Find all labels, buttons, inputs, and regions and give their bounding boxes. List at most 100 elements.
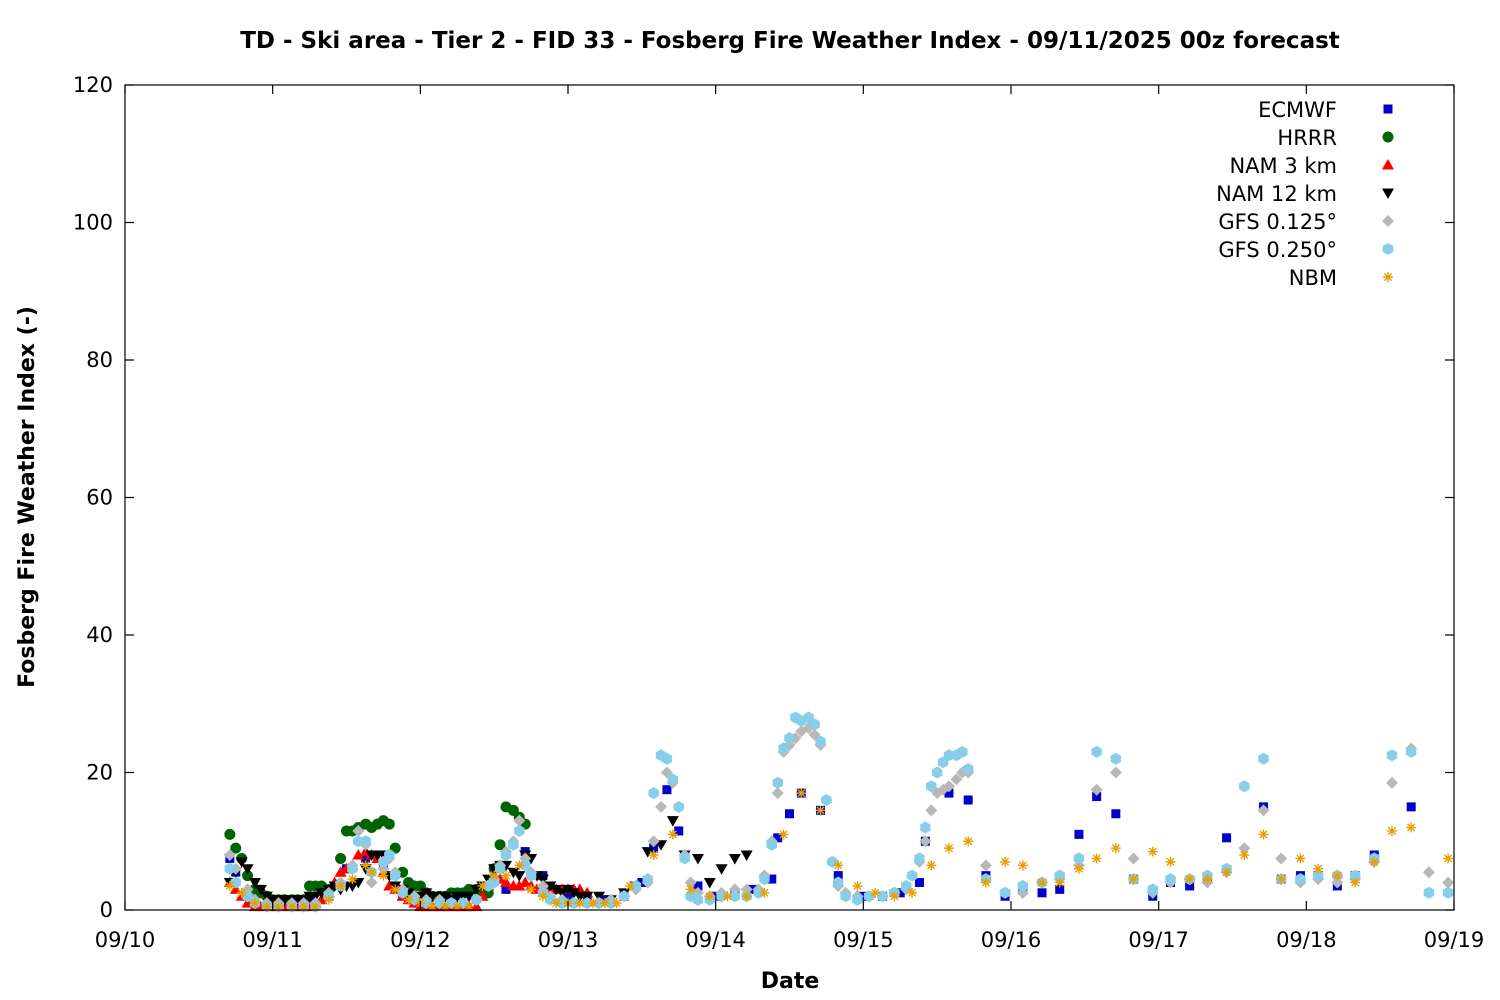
data-point [1147, 846, 1158, 857]
data-point [477, 880, 488, 891]
data-point [1295, 873, 1306, 886]
data-point [1111, 809, 1121, 819]
data-point [1406, 745, 1417, 758]
data-point [942, 780, 955, 793]
data-point [519, 876, 532, 887]
data-point [508, 838, 519, 851]
data-point [1275, 852, 1288, 865]
x-tick-label: 09/10 [95, 928, 156, 952]
data-point [728, 853, 741, 865]
data-point [722, 891, 733, 902]
data-point [383, 818, 395, 830]
data-point [649, 843, 659, 853]
data-point [906, 869, 918, 882]
data-point [1221, 867, 1232, 878]
data-point [833, 871, 843, 881]
y-tick-label: 100 [73, 211, 113, 235]
data-point [383, 879, 396, 891]
data-point [693, 881, 703, 891]
data-point [241, 864, 254, 875]
data-point [796, 788, 807, 799]
data-point [273, 901, 284, 912]
data-point [778, 829, 789, 840]
data-point [335, 880, 346, 891]
data-point [963, 836, 974, 847]
x-tick-label: 09/18 [1276, 928, 1337, 952]
data-point [648, 850, 659, 860]
data-point [1369, 856, 1380, 867]
data-point [759, 873, 770, 886]
data-point [999, 886, 1011, 899]
data-point [513, 871, 526, 882]
data-point [588, 898, 599, 909]
data-point [567, 888, 580, 899]
legend-marker [1382, 159, 1394, 170]
x-tick-label: 09/15 [833, 928, 894, 952]
data-point [500, 849, 512, 861]
data-point [574, 898, 585, 909]
data-point [741, 891, 752, 902]
data-point [950, 773, 963, 786]
data-point [439, 891, 452, 903]
data-point [248, 878, 261, 889]
x-tick-label: 09/13 [538, 928, 599, 952]
data-point [1332, 870, 1343, 881]
data-point [827, 855, 838, 868]
data-point [1127, 852, 1140, 865]
data-point [249, 898, 260, 909]
legend: ECMWF HRRR NAM 3 km NAM 12 km GFS 0.125° GFS … [1216, 98, 1394, 290]
data-point [611, 898, 622, 909]
data-point [260, 891, 273, 903]
data-point [784, 732, 795, 745]
data-point [1090, 783, 1103, 796]
data-point [335, 852, 347, 864]
data-point [1073, 852, 1085, 865]
data-point [562, 884, 574, 896]
data-point [1165, 873, 1176, 886]
data-point [1037, 888, 1047, 898]
data-point [440, 901, 451, 912]
data-point [642, 873, 653, 886]
data-point [618, 890, 630, 903]
data-point [525, 869, 537, 882]
legend-item-hrrr: HRRR [1277, 126, 1394, 150]
data-point [641, 847, 654, 858]
data-point [625, 880, 636, 891]
data-point [778, 742, 789, 755]
data-point [1202, 874, 1213, 885]
data-point [347, 862, 358, 875]
data-point [1054, 869, 1065, 882]
data-point [1054, 877, 1065, 888]
data-point [679, 852, 690, 865]
data-point [889, 891, 900, 902]
data-point [766, 838, 777, 851]
x-tick-label: 09/12 [390, 928, 451, 952]
data-point [674, 826, 684, 836]
data-point [384, 849, 395, 861]
legend-marker [1383, 104, 1393, 114]
data-point [390, 869, 401, 882]
data-point [963, 763, 974, 776]
data-point [914, 852, 925, 865]
data-point [544, 881, 557, 892]
data-point [223, 849, 236, 861]
data-point [537, 891, 548, 902]
data-point [1257, 804, 1270, 817]
data-point [1406, 822, 1417, 833]
data-point [1239, 780, 1250, 793]
chart-title: TD - Ski area - Tier 2 - FID 33 - Fosber… [240, 28, 1340, 54]
data-point [513, 879, 526, 891]
data-point [1017, 879, 1028, 892]
data-point [1385, 776, 1398, 789]
data-point [833, 876, 844, 889]
data-point [224, 828, 236, 840]
data-point [1258, 752, 1269, 765]
data-point [593, 891, 606, 903]
legend-label: GFS 0.125° [1218, 210, 1337, 234]
data-point [236, 887, 247, 898]
data-point [499, 876, 512, 887]
data-point [1442, 876, 1455, 889]
data-point [1443, 853, 1454, 864]
y-tick-label: 0 [100, 898, 113, 922]
data-point [420, 888, 433, 899]
